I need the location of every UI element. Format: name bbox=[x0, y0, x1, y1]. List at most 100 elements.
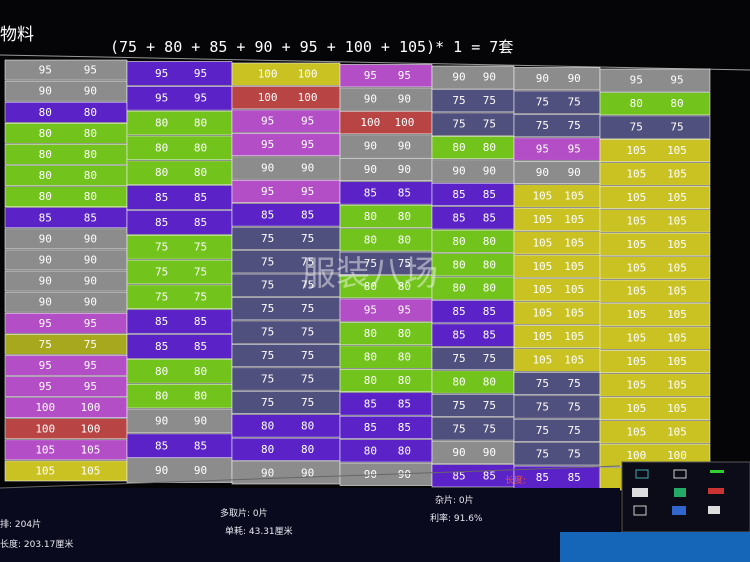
piece-label: 90 bbox=[398, 468, 411, 481]
piece-label: 105 bbox=[564, 236, 584, 249]
tool-layer[interactable] bbox=[674, 488, 686, 497]
piece-label: 90 bbox=[155, 414, 168, 427]
piece-label: 100 bbox=[35, 401, 55, 414]
tool-print[interactable] bbox=[632, 488, 648, 497]
tool-zoom[interactable] bbox=[633, 505, 647, 516]
piece-label: 80 bbox=[452, 141, 465, 154]
piece-label: 80 bbox=[39, 148, 52, 161]
piece-label: 80 bbox=[39, 169, 52, 182]
piece-label: 85 bbox=[261, 208, 274, 221]
piece-label: 75 bbox=[261, 279, 274, 292]
status-border bbox=[0, 465, 621, 489]
piece bbox=[513, 301, 601, 325]
piece-label: 75 bbox=[261, 396, 274, 409]
piece-label: 75 bbox=[364, 257, 377, 270]
piece bbox=[4, 101, 128, 123]
piece-label: 105 bbox=[626, 308, 646, 321]
piece-label: 90 bbox=[364, 140, 377, 153]
piece bbox=[4, 123, 128, 144]
piece bbox=[126, 61, 233, 86]
piece-count: 排: 204片 bbox=[0, 518, 41, 530]
piece-label: 80 bbox=[364, 351, 377, 364]
piece-label: 90 bbox=[536, 72, 549, 85]
tool-delete[interactable] bbox=[708, 488, 724, 494]
piece bbox=[231, 203, 341, 227]
tool-fit[interactable] bbox=[672, 506, 686, 515]
piece-label: 95 bbox=[261, 138, 274, 151]
piece-label: 85 bbox=[398, 397, 411, 410]
piece-label: 85 bbox=[364, 186, 377, 199]
piece-label: 105 bbox=[532, 236, 552, 249]
piece bbox=[126, 433, 233, 458]
piece bbox=[599, 420, 711, 444]
piece bbox=[4, 59, 128, 81]
piece-label: 75 bbox=[568, 119, 581, 132]
piece-label: 90 bbox=[194, 414, 207, 427]
piece-label: 90 bbox=[398, 140, 411, 153]
piece bbox=[431, 136, 515, 160]
piece-label: 80 bbox=[261, 419, 274, 432]
piece-label: 105 bbox=[626, 332, 646, 345]
tool-move[interactable] bbox=[710, 470, 724, 473]
piece-label: 75 bbox=[483, 118, 496, 131]
piece-label: 75 bbox=[568, 377, 581, 390]
piece bbox=[431, 89, 515, 113]
piece bbox=[431, 464, 515, 488]
piece-label: 100 bbox=[394, 116, 414, 129]
taskbar bbox=[560, 532, 750, 562]
piece bbox=[126, 135, 233, 161]
piece bbox=[126, 234, 233, 260]
piece-label: 80 bbox=[452, 376, 465, 389]
piece bbox=[4, 355, 128, 376]
piece-label: 95 bbox=[301, 138, 314, 151]
piece-label: 85 bbox=[155, 439, 168, 452]
piece-label: 80 bbox=[194, 365, 207, 378]
piece-label: 95 bbox=[364, 304, 377, 317]
piece-label: 100 bbox=[258, 91, 278, 104]
piece bbox=[431, 440, 515, 464]
piece bbox=[4, 80, 128, 102]
piece-label: 105 bbox=[626, 402, 646, 415]
piece bbox=[431, 323, 515, 347]
tool-flip[interactable] bbox=[673, 469, 687, 479]
piece-label: 80 bbox=[84, 127, 97, 140]
piece-label: 95 bbox=[301, 185, 314, 198]
piece-label: 85 bbox=[568, 471, 581, 484]
piece bbox=[431, 206, 515, 230]
piece-label: 75 bbox=[536, 424, 549, 437]
piece bbox=[599, 279, 711, 303]
piece-label: 90 bbox=[452, 71, 465, 84]
piece bbox=[339, 134, 433, 158]
piece-label: 75 bbox=[261, 255, 274, 268]
piece-label: 75 bbox=[670, 121, 683, 134]
tool-rotate[interactable] bbox=[635, 469, 649, 479]
piece bbox=[513, 231, 601, 255]
piece bbox=[4, 207, 128, 229]
piece-label: 105 bbox=[667, 261, 687, 274]
piece-label: 105 bbox=[532, 330, 552, 343]
piece-label: 90 bbox=[452, 165, 465, 178]
piece-label: 80 bbox=[261, 443, 274, 456]
piece-label: 95 bbox=[670, 74, 683, 87]
piece-label: 90 bbox=[84, 232, 97, 245]
piece-label: 75 bbox=[398, 257, 411, 270]
piece-label: 105 bbox=[564, 330, 584, 343]
piece-label: 80 bbox=[452, 235, 465, 248]
piece bbox=[599, 396, 711, 420]
piece bbox=[4, 249, 128, 271]
piece-label: 105 bbox=[564, 307, 584, 320]
piece-label: 80 bbox=[452, 258, 465, 271]
tool-save[interactable] bbox=[708, 506, 720, 514]
piece-label: 100 bbox=[80, 422, 100, 435]
piece-label: 75 bbox=[261, 232, 274, 245]
piece bbox=[513, 207, 601, 231]
piece-label: 85 bbox=[194, 439, 207, 452]
piece bbox=[231, 133, 341, 157]
piece bbox=[513, 254, 601, 278]
piece-label: 75 bbox=[568, 447, 581, 460]
piece bbox=[599, 115, 711, 139]
piece bbox=[431, 300, 515, 324]
piece-label: 90 bbox=[483, 165, 496, 178]
piece bbox=[513, 442, 601, 466]
piece bbox=[599, 350, 711, 374]
